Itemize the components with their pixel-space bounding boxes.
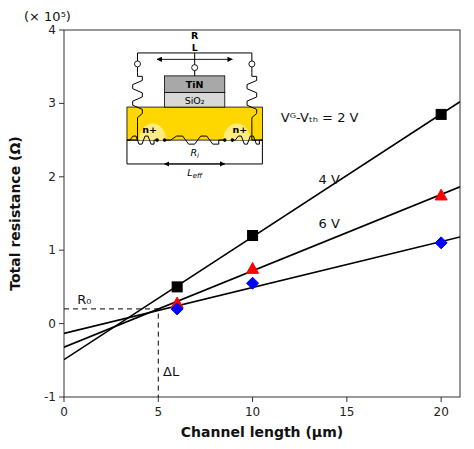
inset-label: Leff (187, 167, 203, 181)
inset-label-text: n+ (142, 124, 157, 135)
y-tick-label: 2 (48, 170, 56, 184)
junction (155, 138, 159, 142)
junction (231, 138, 235, 142)
wire (137, 67, 138, 73)
annotation: ΔL (163, 364, 180, 379)
wire (194, 70, 195, 76)
resistor-symbol (133, 72, 143, 122)
inset-label-text: SiO₂ (185, 94, 205, 105)
oxide-layer (165, 92, 225, 107)
y-tick (59, 30, 64, 31)
wire (195, 53, 252, 61)
fit-line (64, 237, 460, 333)
inset-schematic: n+ n+ TiN SiO₂ Ri Leff LR (127, 29, 262, 180)
inset-label-text: TiN (186, 79, 204, 90)
x-tick-label: 5 (154, 405, 162, 419)
inset-label: R (191, 29, 199, 40)
y-tick-label: -1 (44, 390, 56, 404)
terminal (192, 65, 198, 71)
junction (223, 138, 227, 142)
x-tick (158, 397, 159, 402)
y-axis-label: Total resistance (Ω) (7, 136, 23, 290)
point (248, 231, 258, 241)
junction (163, 138, 167, 142)
fit-line (64, 187, 460, 347)
inset-label-text: n+ (232, 124, 247, 135)
point (247, 263, 259, 274)
wire (137, 122, 138, 140)
inset-label-subscript: eff (193, 172, 203, 180)
x-tick (64, 397, 65, 402)
x-tick (346, 397, 347, 402)
x-tick-label: 0 (60, 405, 68, 419)
wire (194, 53, 195, 65)
x-tick (252, 397, 253, 402)
lines (64, 102, 460, 397)
inset-label-subscript: i (197, 152, 199, 160)
y-tick-label: 1 (48, 243, 56, 257)
plot-frame (64, 30, 460, 397)
inset-label-text: R (191, 29, 199, 40)
terminal (134, 61, 140, 67)
y-tick (59, 103, 64, 104)
y-tick-label: 4 (48, 23, 56, 37)
n-plus-region (139, 124, 166, 141)
inset-label-text: L (192, 42, 198, 53)
y-tick-label: 0 (48, 317, 56, 331)
reference-line (64, 309, 158, 397)
x-axis-label: Channel length (μm) (181, 424, 343, 440)
resistor-symbol (247, 72, 257, 122)
y-tick (59, 176, 64, 177)
plot-area (64, 102, 460, 397)
substrate (127, 107, 262, 140)
wire (251, 67, 252, 73)
annotation: Vᴳ-Vₜₕ = 2 V (281, 110, 359, 125)
annotation: 4 V (319, 172, 340, 187)
chart: 0 5 10 15 20 -1 0 1 2 3 4 Channel length (μm) Total … (0, 0, 474, 449)
annotation: R₀ (77, 292, 91, 307)
resistor-symbol (165, 136, 225, 144)
resistor-symbol (127, 136, 157, 144)
annotation: 6 V (319, 216, 340, 231)
x-tick-label: 10 (245, 405, 260, 419)
wire (137, 53, 194, 61)
inset-label: L (192, 42, 198, 53)
inset-label: Ri (190, 147, 199, 161)
point (172, 282, 182, 292)
y-tick-label: 3 (48, 96, 56, 110)
point (171, 303, 183, 315)
fit-line (64, 102, 460, 360)
inset-label: SiO₂ (185, 94, 205, 105)
terminal (249, 61, 255, 67)
point (435, 237, 447, 249)
x-tick-label: 15 (339, 405, 354, 419)
point (247, 277, 259, 289)
y-tick (59, 250, 64, 251)
inset-label: TiN (186, 79, 204, 90)
inset-label: n+ (232, 124, 247, 135)
y-tick (59, 323, 64, 324)
point (436, 109, 446, 119)
inset-label: n+ (142, 124, 157, 135)
resistor-symbol (232, 136, 262, 144)
gate-layer (165, 76, 225, 93)
y-tick (59, 397, 64, 398)
wire (251, 122, 252, 140)
x-tick (441, 397, 442, 402)
x-tick-label: 20 (434, 405, 449, 419)
point (435, 189, 447, 200)
title: (× 10⁵) (24, 9, 71, 24)
